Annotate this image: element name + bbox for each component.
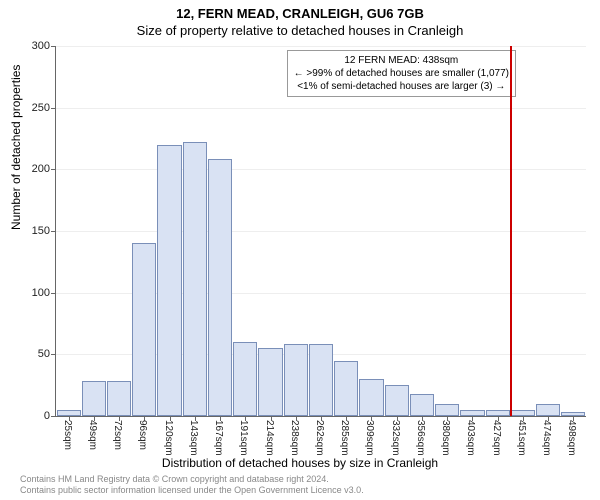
- x-tick-label: 238sqm: [289, 420, 300, 456]
- x-tick-label: 191sqm: [238, 420, 249, 456]
- bar: [284, 344, 308, 416]
- gridline: [56, 231, 586, 232]
- y-tick-label: 250: [32, 102, 56, 114]
- x-tick-label: 285sqm: [339, 420, 350, 456]
- y-tick-label: 300: [32, 40, 56, 52]
- bar: [385, 385, 409, 416]
- x-tick-label: 332sqm: [390, 420, 401, 456]
- x-tick-label: 427sqm: [491, 420, 502, 456]
- x-tick-label: 72sqm: [112, 420, 123, 450]
- callout-line-1: 12 FERN MEAD: 438sqm: [294, 54, 509, 67]
- gridline: [56, 169, 586, 170]
- plot-area: 12 FERN MEAD: 438sqm ← >99% of detached …: [55, 46, 586, 417]
- callout-box: 12 FERN MEAD: 438sqm ← >99% of detached …: [287, 50, 516, 97]
- x-tick-label: 498sqm: [566, 420, 577, 456]
- bar: [410, 394, 434, 416]
- bar: [359, 379, 383, 416]
- x-tick-label: 262sqm: [314, 420, 325, 456]
- bar: [157, 145, 181, 416]
- bar: [435, 404, 459, 416]
- y-tick-label: 100: [32, 287, 56, 299]
- bar: [258, 348, 282, 416]
- gridline: [56, 46, 586, 47]
- credit-text: Contains HM Land Registry data © Crown c…: [20, 474, 364, 496]
- chart-subtitle: Size of property relative to detached ho…: [0, 21, 600, 38]
- bar: [183, 142, 207, 416]
- x-tick-label: 356sqm: [415, 420, 426, 456]
- bar: [536, 404, 560, 416]
- y-tick-label: 50: [38, 348, 56, 360]
- bar: [208, 159, 232, 416]
- x-tick-label: 49sqm: [87, 420, 98, 450]
- bar: [132, 243, 156, 416]
- callout-line-3: <1% of semi-detached houses are larger (…: [294, 80, 509, 93]
- y-tick-label: 150: [32, 225, 56, 237]
- callout-line-2: ← >99% of detached houses are smaller (1…: [294, 67, 509, 80]
- x-tick-label: 451sqm: [516, 420, 527, 456]
- x-tick-label: 309sqm: [364, 420, 375, 456]
- bar: [334, 361, 358, 417]
- x-tick-label: 380sqm: [440, 420, 451, 456]
- bar: [82, 381, 106, 416]
- x-tick-label: 403sqm: [465, 420, 476, 456]
- bar: [233, 342, 257, 416]
- y-tick-label: 200: [32, 163, 56, 175]
- x-tick-label: 96sqm: [137, 420, 148, 450]
- x-axis-label: Distribution of detached houses by size …: [0, 456, 600, 470]
- x-tick-label: 120sqm: [163, 420, 174, 456]
- gridline: [56, 108, 586, 109]
- x-tick-label: 167sqm: [213, 420, 224, 456]
- credit-line-1: Contains HM Land Registry data © Crown c…: [20, 474, 364, 485]
- x-tick-label: 474sqm: [541, 420, 552, 456]
- y-tick-label: 0: [44, 410, 56, 422]
- x-tick-label: 143sqm: [188, 420, 199, 456]
- bar: [309, 344, 333, 416]
- credit-line-2: Contains public sector information licen…: [20, 485, 364, 496]
- chart-container: 12, FERN MEAD, CRANLEIGH, GU6 7GB Size o…: [0, 0, 600, 500]
- x-tick-label: 25sqm: [62, 420, 73, 450]
- chart-title-address: 12, FERN MEAD, CRANLEIGH, GU6 7GB: [0, 0, 600, 21]
- y-axis-label: Number of detached properties: [9, 65, 23, 230]
- x-tick-label: 214sqm: [264, 420, 275, 456]
- marker-line: [510, 46, 512, 416]
- bar: [107, 381, 131, 416]
